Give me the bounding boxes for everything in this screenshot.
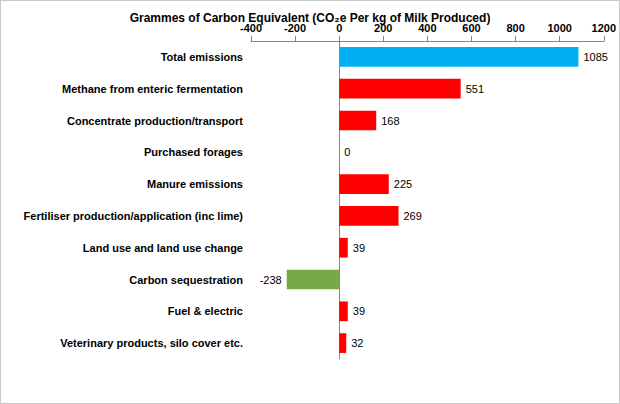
svg-text:225: 225 <box>394 178 412 190</box>
svg-text:Grammes of Carbon Equivalent (: Grammes of Carbon Equivalent (CO₂e Per k… <box>130 11 491 25</box>
svg-text:0: 0 <box>336 21 343 34</box>
svg-text:Manure emissions: Manure emissions <box>147 178 243 190</box>
svg-text:-200: -200 <box>284 21 307 34</box>
svg-text:39: 39 <box>353 305 365 317</box>
svg-text:551: 551 <box>466 83 484 95</box>
svg-text:-238: -238 <box>260 274 282 286</box>
svg-text:Purchased forages: Purchased forages <box>144 146 243 158</box>
svg-text:0: 0 <box>344 146 350 158</box>
svg-text:Total emissions: Total emissions <box>161 51 243 63</box>
svg-text:200: 200 <box>374 21 393 34</box>
svg-text:1200: 1200 <box>592 22 616 34</box>
svg-text:Fuel & electric: Fuel & electric <box>168 305 243 317</box>
svg-text:168: 168 <box>381 115 399 127</box>
svg-text:Veterinary products, silo cove: Veterinary products, silo cover etc. <box>60 337 243 349</box>
svg-text:39: 39 <box>353 242 365 254</box>
svg-text:Methane from enteric fermentat: Methane from enteric fermentation <box>62 83 243 95</box>
svg-text:400: 400 <box>418 21 437 34</box>
svg-text:600: 600 <box>462 21 481 34</box>
svg-text:Concentrate production/transpo: Concentrate production/transport <box>67 115 243 127</box>
svg-text:-400: -400 <box>240 21 262 34</box>
svg-text:269: 269 <box>403 210 421 222</box>
svg-text:32: 32 <box>351 337 363 349</box>
svg-text:Carbon sequestration: Carbon sequestration <box>129 274 243 286</box>
svg-text:1000: 1000 <box>547 22 571 34</box>
svg-text:Land use and land use change: Land use and land use change <box>83 242 243 254</box>
svg-text:Fertiliser production/applicat: Fertiliser production/application (inc l… <box>24 210 244 222</box>
svg-text:800: 800 <box>506 22 524 34</box>
svg-text:1085: 1085 <box>583 51 607 63</box>
